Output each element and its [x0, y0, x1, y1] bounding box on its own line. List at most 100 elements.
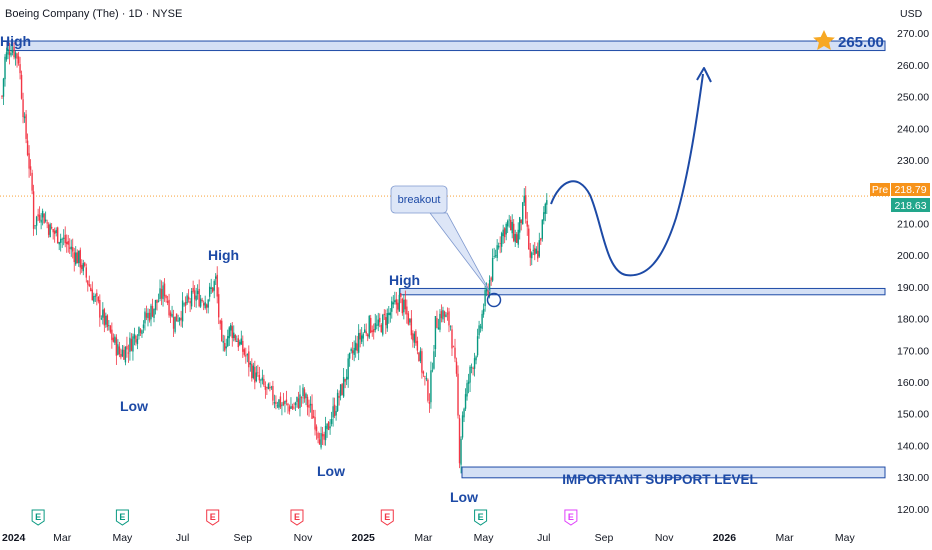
candle-body — [318, 439, 321, 445]
candle-body — [260, 379, 262, 381]
candle-body — [272, 386, 274, 401]
candle-body — [94, 295, 97, 297]
candle-body — [11, 49, 14, 53]
candle-body — [267, 383, 270, 390]
candle-body — [213, 281, 215, 291]
candle-body — [406, 306, 408, 315]
candle-body — [1, 96, 3, 97]
candle-body — [183, 303, 185, 305]
candle-body — [362, 333, 364, 339]
candle-body — [8, 51, 11, 56]
candle-body — [309, 403, 312, 406]
candle-body — [473, 358, 476, 369]
candle-body — [195, 295, 197, 301]
candle-body — [508, 219, 510, 221]
candle-body — [251, 363, 253, 379]
candle-body — [222, 341, 224, 343]
support-zone[interactable] — [461, 466, 886, 479]
event-label: E — [478, 512, 484, 522]
candle-body — [2, 78, 5, 97]
candle-body — [103, 309, 106, 326]
earnings-event-marker[interactable]: E — [380, 509, 394, 526]
candle-body — [386, 313, 388, 329]
earnings-event-marker[interactable]: E — [290, 509, 304, 526]
y-tick-label: 120.00 — [897, 504, 929, 516]
candle-body — [314, 417, 316, 430]
breakout-zone[interactable] — [399, 287, 886, 296]
x-tick-label: Jul — [176, 532, 189, 544]
candle-body — [273, 402, 276, 404]
candle-body — [437, 327, 440, 330]
candle-body — [91, 289, 93, 301]
candle-body — [546, 200, 548, 205]
candle-body — [538, 240, 540, 257]
candle-body — [10, 53, 12, 56]
candle-body — [440, 311, 443, 319]
candle-body — [64, 234, 66, 244]
candle-body — [482, 308, 485, 315]
annotation-high-3: High — [389, 272, 420, 288]
candle-body — [433, 351, 435, 369]
candle-body — [187, 296, 190, 300]
earnings-event-marker[interactable]: E — [206, 509, 220, 526]
candle-body — [240, 338, 242, 345]
candle-body — [460, 438, 462, 465]
resistance-zone[interactable] — [6, 40, 886, 52]
candle-body — [470, 366, 473, 368]
breakout-marker[interactable] — [486, 292, 502, 308]
earnings-event-marker[interactable]: E — [115, 509, 129, 526]
candle-body — [347, 358, 349, 380]
candle-body — [413, 333, 416, 343]
callout-box — [390, 185, 448, 214]
candle-body — [291, 406, 294, 409]
earnings-event-marker[interactable]: E — [564, 509, 578, 526]
candle-body — [142, 324, 145, 329]
event-label: E — [210, 512, 216, 522]
y-tick-label: 240.00 — [897, 123, 929, 135]
annotation-low-2: Low — [317, 463, 345, 479]
candle-body — [73, 252, 75, 263]
candle-body — [44, 219, 47, 222]
y-tick-label: 130.00 — [897, 472, 929, 484]
candle-body — [303, 389, 306, 399]
candle-body — [205, 304, 208, 308]
candle-body — [526, 220, 528, 227]
candle-body — [336, 392, 339, 412]
candle-body — [258, 374, 261, 381]
earnings-event-marker[interactable]: E — [474, 509, 488, 526]
candle-body — [157, 300, 160, 302]
candle-body — [443, 311, 446, 317]
candle-body — [49, 224, 51, 238]
last-price-bg — [891, 198, 930, 212]
candle-body — [531, 252, 533, 259]
candle-body — [186, 295, 188, 304]
candle-body — [114, 336, 116, 343]
event-label: E — [35, 512, 41, 522]
candle-body — [126, 345, 128, 350]
candle-body — [308, 405, 310, 408]
earnings-event-marker[interactable]: E — [31, 509, 45, 526]
candle-body — [519, 217, 521, 233]
candle-body — [252, 365, 255, 378]
candle-body — [290, 406, 292, 409]
breakout-callout[interactable]: breakout — [390, 185, 491, 293]
candle-body — [151, 306, 154, 317]
pre-price-bg — [891, 183, 930, 196]
projection-path[interactable] — [550, 73, 704, 277]
event-badge — [290, 509, 304, 526]
candle-body — [34, 225, 36, 227]
candle-body — [162, 285, 164, 300]
candle-body — [145, 313, 148, 318]
candle-body — [436, 318, 438, 328]
candle-body — [56, 227, 59, 244]
candle-body — [357, 333, 360, 353]
candle-body — [96, 292, 98, 297]
candle-body — [455, 361, 458, 374]
candle-body — [416, 340, 419, 351]
candle-body — [419, 350, 422, 362]
x-tick-label: Sep — [233, 532, 252, 544]
candle-body — [87, 280, 89, 285]
candle-body — [136, 338, 139, 345]
